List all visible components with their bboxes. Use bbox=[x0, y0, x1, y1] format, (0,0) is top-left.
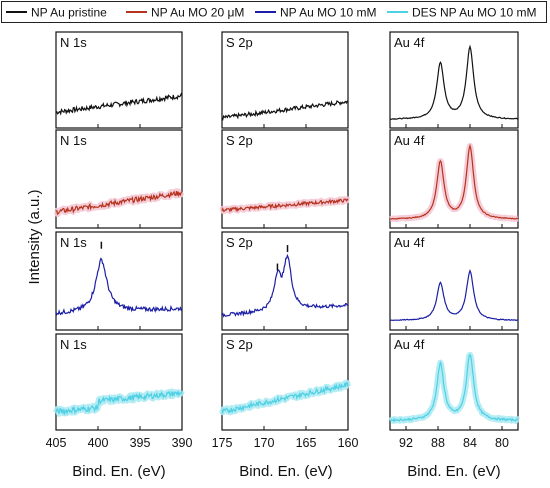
x-tick-label: 92 bbox=[399, 436, 413, 450]
y-axis-title: Intensity (a.u.) bbox=[26, 189, 43, 284]
legend-item-3: DES NP Au MO 10 mM bbox=[387, 6, 536, 20]
x-tick-label: 88 bbox=[431, 436, 445, 450]
legend-item-2: NP Au MO 10 mM bbox=[255, 6, 376, 20]
panel-r0-c0: N 1s bbox=[55, 31, 183, 129]
legend-label-1: NP Au MO 20 μM bbox=[151, 6, 244, 20]
legend-item-0: NP Au pristine bbox=[6, 6, 107, 20]
panel-label: S 2p bbox=[226, 133, 253, 148]
x-tick-label: 84 bbox=[463, 436, 477, 450]
panel-label: S 2p bbox=[226, 35, 253, 50]
series-line bbox=[221, 381, 349, 415]
series-line bbox=[389, 353, 519, 423]
legend-item-1: NP Au MO 20 μM bbox=[126, 6, 244, 20]
series-line bbox=[55, 390, 183, 416]
panel-r3-c1: S 2p 175 170 165 160 bbox=[212, 333, 359, 450]
series-line bbox=[221, 198, 349, 213]
series-line bbox=[389, 268, 519, 322]
panel-r1-c2: Au 4f bbox=[387, 129, 521, 229]
panel-label: Au 4f bbox=[394, 35, 425, 50]
panel-frame bbox=[221, 31, 349, 129]
panel-r2-c0: N 1s bbox=[55, 231, 183, 331]
panel-r3-c2: Au 4f 92 88 84 80 bbox=[387, 333, 521, 450]
x-tick-label: 80 bbox=[495, 436, 509, 450]
panel-label: S 2p bbox=[226, 337, 253, 352]
panel-r1-c1: S 2p bbox=[219, 129, 351, 229]
x-axis-title-au4f: Bind. En. (eV) bbox=[407, 463, 500, 480]
series-line bbox=[221, 253, 349, 318]
legend: NP Au pristine NP Au MO 20 μM NP Au MO 1… bbox=[1, 1, 547, 23]
panel-label: N 1s bbox=[60, 133, 87, 148]
series-line bbox=[389, 143, 519, 220]
panel-frame bbox=[55, 129, 183, 229]
x-tick-label: 395 bbox=[130, 436, 151, 450]
panel-label: Au 4f bbox=[394, 337, 425, 352]
series-line bbox=[221, 100, 349, 121]
panel-r2-c1: S 2p bbox=[221, 231, 349, 331]
panel-r0-c1: S 2p bbox=[221, 31, 349, 129]
panel-frame bbox=[389, 31, 519, 129]
panel-r1-c0: N 1s bbox=[53, 129, 185, 229]
series-line bbox=[389, 44, 519, 120]
panel-r2-c2: Au 4f bbox=[389, 231, 519, 331]
panel-label: Au 4f bbox=[394, 235, 425, 250]
panel-label: N 1s bbox=[60, 35, 87, 50]
x-tick-label: 400 bbox=[88, 436, 109, 450]
panel-grid: N 1s S 2p Au 4f N 1s S 2p Au 4f N 1s S 2p Au 4f N… bbox=[46, 31, 521, 450]
panel-frame bbox=[221, 333, 349, 431]
x-axis-title-s2p: Bind. En. (eV) bbox=[239, 463, 332, 480]
panel-r0-c2: Au 4f bbox=[389, 31, 519, 129]
legend-label-2: NP Au MO 10 mM bbox=[280, 6, 376, 20]
x-tick-label: 175 bbox=[212, 436, 233, 450]
legend-label-0: NP Au pristine bbox=[31, 6, 107, 20]
x-tick-label: 170 bbox=[254, 436, 275, 450]
series-line bbox=[55, 257, 183, 316]
panel-label: N 1s bbox=[60, 235, 87, 250]
legend-label-3: DES NP Au MO 10 mM bbox=[412, 6, 536, 20]
x-tick-label: 165 bbox=[296, 436, 317, 450]
panel-label: S 2p bbox=[226, 235, 253, 250]
x-tick-label: 405 bbox=[46, 436, 67, 450]
x-tick-label: 390 bbox=[172, 436, 193, 450]
series-line bbox=[55, 92, 183, 116]
panel-label: Au 4f bbox=[394, 133, 425, 148]
panel-r3-c0: N 1s 405 400 395 390 bbox=[46, 333, 193, 450]
panel-frame bbox=[55, 231, 183, 331]
x-axis-title-n1s: Bind. En. (eV) bbox=[72, 463, 165, 480]
x-tick-label: 160 bbox=[338, 436, 359, 450]
panel-label: N 1s bbox=[60, 337, 87, 352]
series-line bbox=[55, 190, 183, 216]
